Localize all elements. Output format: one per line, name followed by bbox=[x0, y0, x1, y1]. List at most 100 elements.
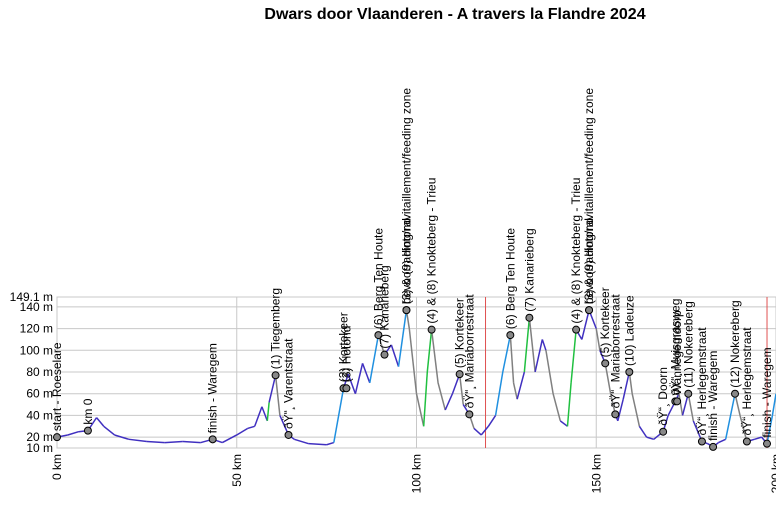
waypoint-label: (3) Hotond bbox=[339, 326, 353, 383]
waypoint bbox=[455, 370, 464, 379]
profile-segment bbox=[534, 339, 544, 373]
waypoint-label: ðŸ“¸ Muisgrasweg bbox=[668, 299, 682, 396]
waypoint bbox=[611, 410, 620, 419]
profile-segment bbox=[766, 415, 774, 444]
profile-segment bbox=[771, 393, 776, 416]
waypoint-label: Wannegemdorp bbox=[670, 310, 684, 395]
waypoint-label: km 0 bbox=[81, 398, 95, 424]
waypoint-label: (5) Kortekeer bbox=[453, 298, 467, 368]
y-tick-label: 100 m bbox=[20, 343, 53, 357]
profile-segment bbox=[516, 371, 526, 400]
waypoint-label: (7) Kanarieberg bbox=[378, 265, 392, 348]
profile-segment bbox=[638, 425, 648, 438]
waypoint-label: finish - Waregem bbox=[760, 347, 774, 437]
profile-segment bbox=[430, 329, 439, 383]
waypoint bbox=[625, 368, 634, 377]
profile-segment bbox=[512, 382, 518, 400]
profile-segment bbox=[604, 363, 612, 394]
waypoint bbox=[763, 439, 772, 448]
profile-segment bbox=[333, 388, 345, 443]
profile-segment bbox=[294, 438, 309, 445]
waypoint bbox=[572, 325, 581, 334]
x-tick-label: 50 km bbox=[230, 454, 244, 487]
y-tick-label: 120 m bbox=[20, 322, 53, 336]
profile-segment bbox=[622, 371, 631, 400]
profile-segment bbox=[581, 309, 590, 340]
profile-segment bbox=[266, 402, 270, 421]
waypoint bbox=[427, 325, 436, 334]
waypoint-label: (10) Ladeuze bbox=[622, 295, 636, 366]
y-tick-label: 80 m bbox=[26, 365, 53, 379]
waypoint-label: (5) Kortekeer bbox=[598, 287, 612, 357]
profile-segment bbox=[437, 382, 446, 411]
profile-segment bbox=[570, 329, 577, 383]
waypoint bbox=[684, 389, 693, 398]
waypoint bbox=[709, 442, 718, 451]
profile-segment bbox=[739, 415, 748, 442]
profile-segment bbox=[678, 393, 684, 416]
chart-title: Dwars door Vlaanderen - A travers la Fla… bbox=[264, 6, 645, 23]
profile-segment bbox=[528, 317, 536, 373]
profile-segment bbox=[480, 425, 489, 436]
profile-segment bbox=[458, 374, 464, 405]
profile-segment bbox=[103, 425, 115, 436]
waypoint-label: (3) & (9) Hotond bbox=[399, 218, 413, 304]
waypoint-label: (3) & (9) Hotond bbox=[582, 218, 596, 304]
y-tick-label: 140 m bbox=[20, 300, 53, 314]
profile-segment bbox=[361, 363, 371, 384]
waypoint bbox=[374, 331, 383, 340]
profile-segment bbox=[559, 420, 568, 427]
waypoint-label: bevoorrading/ravitaillement/feeding zone bbox=[582, 88, 596, 304]
profile-segment bbox=[408, 328, 418, 394]
x-tick-label: 100 km bbox=[410, 454, 424, 493]
waypoint bbox=[525, 313, 534, 322]
waypoint bbox=[380, 350, 389, 359]
profile-segment bbox=[545, 350, 554, 394]
profile-segment bbox=[566, 382, 572, 427]
y-tick-label: 60 m bbox=[26, 387, 53, 401]
profile-segment bbox=[236, 427, 248, 436]
waypoint-label: start - Roeselare bbox=[50, 342, 64, 431]
waypoint-label: (6) Berg Ten Houte bbox=[371, 228, 385, 329]
waypoint bbox=[83, 426, 92, 435]
waypoint bbox=[342, 384, 351, 393]
waypoint-label: bevoorrading/ravitaillement/feeding zone bbox=[399, 88, 413, 304]
profile-segment bbox=[164, 440, 183, 444]
profile-segment bbox=[552, 393, 562, 422]
profile-segment bbox=[268, 375, 277, 403]
profile-segment bbox=[67, 430, 79, 436]
waypoint bbox=[731, 389, 740, 398]
waypoint bbox=[271, 371, 280, 380]
profile-segment bbox=[646, 436, 654, 441]
profile-segment bbox=[541, 339, 547, 351]
profile-segment bbox=[247, 425, 255, 430]
x-tick-label: 150 km bbox=[589, 454, 603, 493]
waypoint bbox=[697, 437, 706, 446]
waypoint-label: finish - Waregem bbox=[206, 343, 220, 433]
profile-segment bbox=[523, 317, 531, 373]
y-tick-label: 40 m bbox=[26, 408, 53, 422]
profile-segment bbox=[502, 334, 512, 373]
waypoint-label: ðŸ“¸ Doorn bbox=[656, 367, 670, 426]
waypoint-label: ðŸ“¸ Herlegemstraat bbox=[740, 327, 754, 436]
waypoint-label: (2) Kortekeer bbox=[337, 312, 351, 382]
y-tick-label: 10 m bbox=[26, 441, 53, 455]
profile-segment bbox=[261, 406, 269, 422]
profile-segment bbox=[182, 440, 201, 444]
waypoint-label: (7) Kanarieberg bbox=[522, 228, 536, 311]
profile-segment bbox=[274, 375, 281, 416]
waypoint bbox=[742, 437, 751, 446]
waypoint bbox=[585, 306, 594, 315]
waypoint-label: ðŸ“¸ Mariaborrestraat bbox=[462, 294, 476, 409]
profile-segment bbox=[724, 393, 736, 440]
waypoint bbox=[208, 435, 217, 444]
x-tick-label: 200 km bbox=[769, 454, 776, 493]
x-tick-label: 0 km bbox=[50, 454, 64, 480]
profile-segment bbox=[222, 434, 238, 444]
waypoint bbox=[284, 430, 293, 439]
profile-segment bbox=[128, 438, 147, 443]
profile-segment bbox=[397, 310, 408, 367]
profile-segment bbox=[354, 363, 364, 394]
waypoint-label: ðŸ“¸ Varentstraat bbox=[282, 338, 296, 429]
